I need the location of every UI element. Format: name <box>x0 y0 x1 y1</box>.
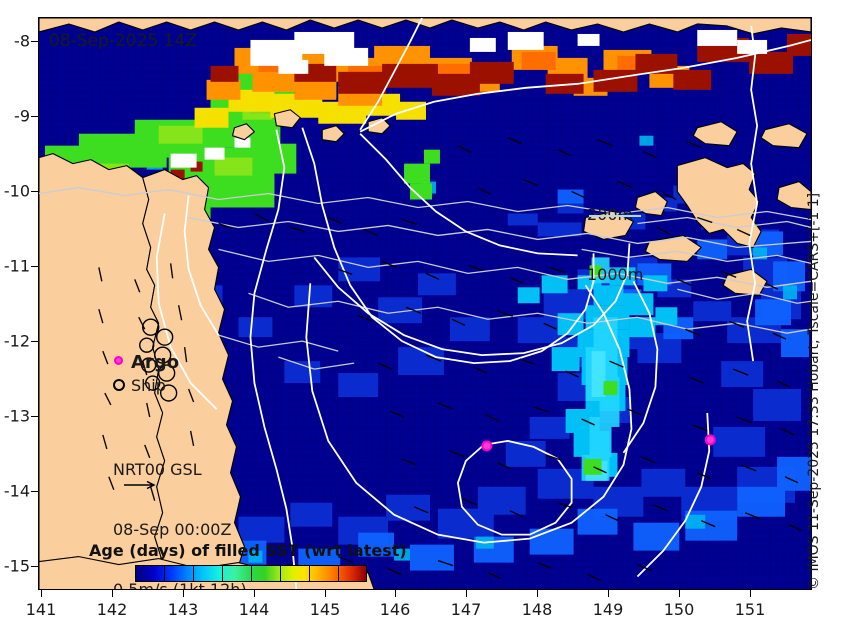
colorbar-tick-label: 0.75 <box>202 586 241 589</box>
x-tick <box>112 590 113 597</box>
colorbar-tick-label: 2 <box>360 586 371 589</box>
x-tick-label: 146 <box>379 600 411 619</box>
x-tick-label: 151 <box>734 600 766 619</box>
y-tick-label: -13 <box>3 406 30 426</box>
colorbar-tick-label: 1.25 <box>260 586 299 589</box>
x-tick <box>608 590 609 597</box>
colorbar-tick-label: 1.75 <box>318 586 357 589</box>
y-tick-label: -15 <box>3 556 30 576</box>
colorbar-tick-label: 0 <box>129 586 140 589</box>
x-tick-label: 150 <box>663 600 695 619</box>
x-tick-label: 149 <box>592 600 624 619</box>
x-tick <box>679 590 680 597</box>
y-tick <box>31 491 38 492</box>
colorbar-tick <box>309 565 310 582</box>
x-tick-label: 147 <box>450 600 482 619</box>
x-tick <box>325 590 326 597</box>
y-tick <box>31 566 38 567</box>
colorbar-tick-label: 0.25 <box>144 586 183 589</box>
argo-marker-group <box>481 434 716 452</box>
y-tick <box>31 341 38 342</box>
y-tick <box>31 266 38 267</box>
current-vector-arrow-icon <box>124 480 156 490</box>
y-tick-label: -12 <box>3 331 30 351</box>
colorbar-tick-label: 1 <box>245 586 256 589</box>
x-tick-label: 145 <box>309 600 341 619</box>
depth-contour-sample-line <box>589 215 641 217</box>
colorbar-tick <box>366 565 367 582</box>
y-tick <box>31 116 38 117</box>
x-tick <box>750 590 751 597</box>
x-tick <box>183 590 184 597</box>
colorbar-tick <box>222 565 223 582</box>
x-tick <box>41 590 42 597</box>
x-tick-label: 141 <box>25 600 57 619</box>
x-tick <box>254 590 255 597</box>
y-tick-label: -9 <box>14 106 30 126</box>
y-tick <box>31 191 38 192</box>
ship-legend-marker-icon <box>113 379 125 391</box>
colorbar-tick-label: 0.5 <box>179 586 207 589</box>
colorbar-title: Age (days) of filled SST (wrt latest) <box>89 541 407 560</box>
argo-legend-marker-icon <box>114 356 123 365</box>
map-plot-area[interactable]: 08-Sep-2025 14Z 200m 1000m Argo Ship NRT… <box>38 17 812 590</box>
y-tick-label: -10 <box>3 181 30 201</box>
sst-age-raster <box>39 18 811 589</box>
attribution-text: © IMOS 11-Sep-2025 17:33 Hobart; Tscale=… <box>806 192 822 590</box>
y-tick-label: -11 <box>3 256 30 276</box>
x-tick-label: 143 <box>167 600 199 619</box>
colorbar-tick <box>193 565 194 582</box>
x-tick-label: 142 <box>96 600 128 619</box>
y-tick <box>31 41 38 42</box>
colorbar-tick <box>164 565 165 582</box>
colorbar-tick <box>135 565 136 582</box>
x-tick-label: 144 <box>238 600 270 619</box>
x-tick-label: 148 <box>521 600 553 619</box>
y-tick <box>31 416 38 417</box>
x-tick <box>537 590 538 597</box>
colorbar-tick-label: 1.5 <box>295 586 323 589</box>
colorbar-tick <box>338 565 339 582</box>
y-tick-label: -8 <box>14 31 30 51</box>
x-tick <box>395 590 396 597</box>
colorbar-tick <box>251 565 252 582</box>
map-canvas: 08-Sep-2025 14Z 200m 1000m Argo Ship NRT… <box>39 18 811 589</box>
colorbar-tick <box>280 565 281 582</box>
x-tick <box>466 590 467 597</box>
y-tick-label: -14 <box>3 481 30 501</box>
